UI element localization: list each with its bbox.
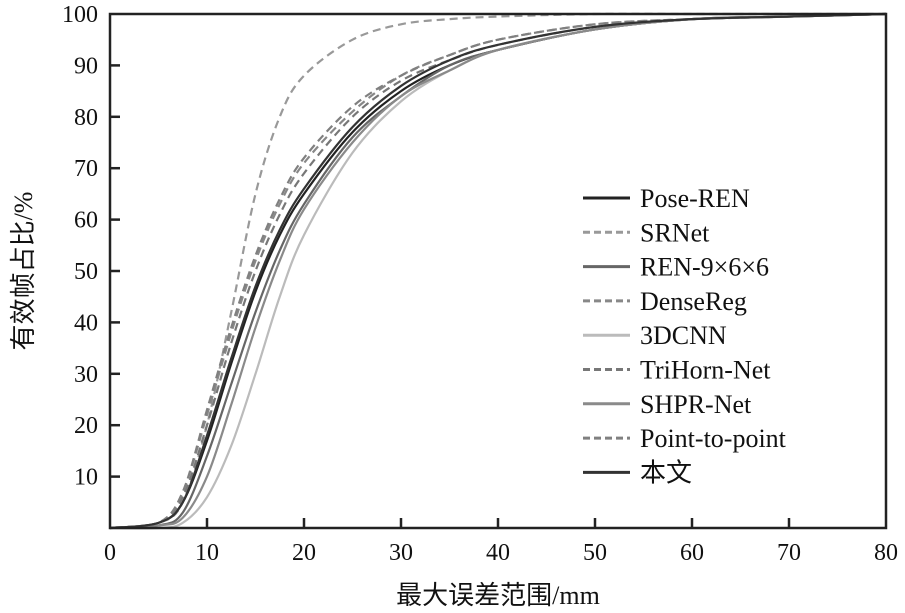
x-tick-label: 60 [680,540,704,566]
x-tick-label: 70 [777,540,801,566]
legend-label: 3DCNN [640,321,727,350]
y-axis-label: 有效帧占比/% [9,192,38,351]
legend-label: SHPR-Net [640,390,752,419]
x-tick-label: 80 [874,540,898,566]
legend-label: Point-to-point [640,424,787,453]
x-axis-label: 最大误差范围/mm [396,581,600,610]
y-tick-label: 40 [74,310,98,336]
x-tick-label: 10 [195,540,219,566]
y-tick-label: 80 [74,105,98,131]
x-tick-label: 30 [389,540,413,566]
x-tick-label: 40 [486,540,510,566]
legend-label: 本文 [640,458,692,487]
x-tick-label: 20 [292,540,316,566]
y-tick-label: 90 [74,53,98,79]
y-tick-label: 100 [62,2,98,28]
axis-ticks: 0 10 20 30 40 50 60 70 80 10 20 30 40 50 60 70 80 90 100 [62,2,898,566]
legend-label: Pose-REN [640,184,750,213]
y-tick-label: 20 [74,413,98,439]
legend-label: TriHorn-Net [640,356,771,385]
legend: Pose-REN SRNet REN-9×6×6 DenseReg 3DCNN TriHo… [583,184,787,487]
y-tick-label: 10 [74,465,98,491]
legend-label: DenseReg [640,287,747,316]
y-tick-label: 70 [74,156,98,182]
y-tick-label: 50 [74,259,98,285]
x-tick-label: 0 [104,540,116,566]
series-line-8 [109,12,887,530]
y-tick-label: 60 [74,208,98,234]
x-tick-label: 50 [583,540,607,566]
legend-label: REN-9×6×6 [640,253,769,282]
legend-label: SRNet [640,218,710,247]
series-lines [109,12,887,530]
y-tick-label: 30 [74,362,98,388]
